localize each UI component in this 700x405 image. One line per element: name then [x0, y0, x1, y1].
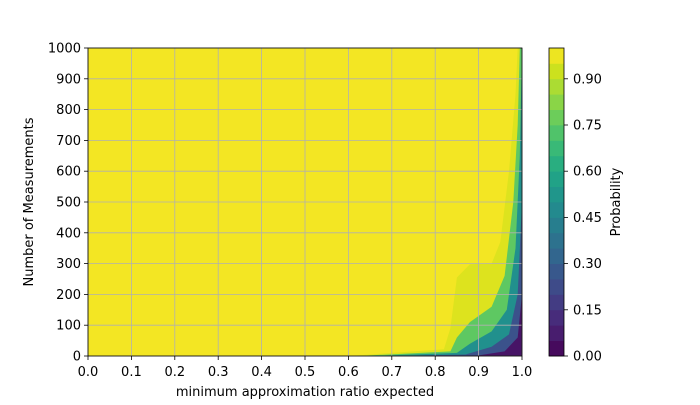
colorbar [548, 47, 565, 357]
colorbar-tick-label: 0.45 [573, 211, 602, 226]
colorbar-segment [549, 202, 564, 218]
colorbar-tick-label: 0.00 [573, 350, 602, 365]
colorbar-segment [549, 325, 564, 341]
y-tick-label: 800 [56, 103, 81, 118]
colorbar-tick-label: 0.30 [573, 257, 602, 272]
colorbar-segment [549, 217, 564, 234]
colorbar-segment [549, 94, 564, 110]
x-tick-label: 0.9 [468, 365, 489, 380]
y-tick-label: 200 [56, 288, 81, 303]
y-axis: 0 100 200 300 400 500 600 700 800 900 1000 [48, 42, 88, 365]
x-axis-title: minimum approximation ratio expected [176, 385, 434, 400]
colorbar-segment [549, 171, 564, 187]
x-tick-label: 0.8 [425, 365, 446, 380]
x-tick-label: 0.1 [121, 365, 142, 380]
x-tick-label: 1.0 [512, 365, 533, 380]
colorbar-segment [549, 155, 564, 172]
colorbar-segment [549, 63, 564, 80]
colorbar-segment [549, 186, 564, 203]
colorbar-segment [549, 232, 564, 249]
y-tick-label: 300 [56, 257, 81, 272]
colorbar-segment [549, 78, 564, 95]
colorbar-tick-label: 0.15 [573, 303, 602, 318]
colorbar-axis: 0.00 0.15 0.30 0.45 0.60 0.75 0.90 [564, 72, 602, 365]
plot-area [88, 48, 522, 356]
y-tick-label: 100 [56, 319, 81, 334]
colorbar-frame [548, 47, 565, 357]
x-tick-label: 0.2 [164, 365, 185, 380]
y-axis-title: Number of Measurements [22, 117, 37, 286]
colorbar-segment [549, 294, 564, 311]
colorbar-label: Probability [609, 167, 624, 236]
x-tick-label: 0.7 [381, 365, 402, 380]
x-tick-label: 0.6 [338, 365, 359, 380]
colorbar-segment [549, 248, 564, 264]
colorbar-segment [549, 340, 564, 357]
y-tick-label: 400 [56, 226, 81, 241]
colorbar-segment [549, 109, 564, 126]
colorbar-tick-label: 0.60 [573, 165, 602, 180]
x-tick-label: 0.5 [295, 365, 316, 380]
y-tick-label: 500 [56, 196, 81, 211]
y-tick-label: 900 [56, 72, 81, 87]
colorbar-tick-label: 0.90 [573, 72, 602, 87]
y-tick-label: 0 [73, 350, 81, 365]
y-tick-label: 700 [56, 134, 81, 149]
x-tick-label: 0.0 [78, 365, 99, 380]
colorbar-segment [549, 309, 564, 326]
colorbar-segment [549, 125, 564, 141]
colorbar-segment [549, 263, 564, 280]
colorbar-segment [549, 279, 564, 295]
x-tick-label: 0.4 [251, 365, 272, 380]
colorbar-segment [549, 48, 564, 64]
colorbar-segment [549, 140, 564, 157]
x-axis: 0.0 0.1 0.2 0.3 0.4 0.5 0.6 0.7 0.8 0.9 1.0 [78, 356, 533, 380]
x-tick-label: 0.3 [208, 365, 229, 380]
colorbar-tick-label: 0.75 [573, 119, 602, 134]
y-tick-label: 1000 [48, 42, 81, 57]
y-tick-label: 600 [56, 165, 81, 180]
